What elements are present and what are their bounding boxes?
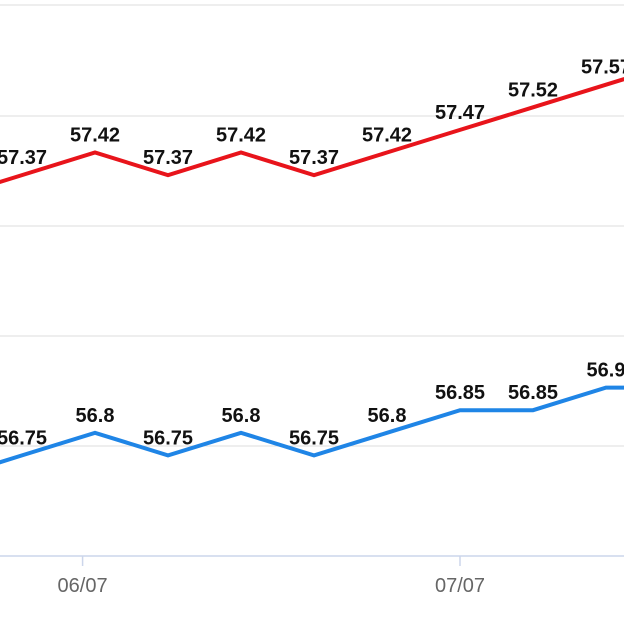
data-label-s1-6: 56.85	[435, 382, 485, 404]
x-tick-label-0: 06/07	[58, 575, 108, 597]
data-labels: 57.37 57.42 57.37 57.42 57.37 57.42 57.47 57.52…	[0, 57, 624, 450]
series-1-line	[0, 385, 624, 465]
data-label-s0-2: 57.37	[143, 147, 193, 169]
data-label-s0-8: 57.57	[581, 57, 624, 79]
series-lines	[0, 77, 624, 465]
x-axis: 06/07 07/07	[0, 555, 624, 597]
data-label-s1-1: 56.8	[76, 405, 115, 427]
data-label-s0-5: 57.42	[362, 125, 412, 147]
data-label-s1-8: 56.9	[587, 360, 624, 382]
data-label-s1-4: 56.75	[289, 427, 339, 449]
data-label-s0-6: 57.47	[435, 102, 485, 124]
data-label-s1-7: 56.85	[508, 382, 558, 404]
data-label-s1-0: 56.75	[0, 427, 47, 449]
data-label-s0-1: 57.42	[70, 125, 120, 147]
data-label-s1-5: 56.8	[368, 405, 407, 427]
data-label-s0-0: 57.37	[0, 147, 47, 169]
data-label-s0-7: 57.52	[508, 79, 558, 101]
series-0-line	[0, 77, 624, 185]
gridlines	[0, 4, 624, 447]
data-label-s1-2: 56.75	[143, 427, 193, 449]
x-tick-label-1: 07/07	[435, 575, 485, 597]
data-label-s0-3: 57.42	[216, 125, 266, 147]
data-label-s0-4: 57.37	[289, 147, 339, 169]
data-label-s1-3: 56.8	[222, 405, 261, 427]
